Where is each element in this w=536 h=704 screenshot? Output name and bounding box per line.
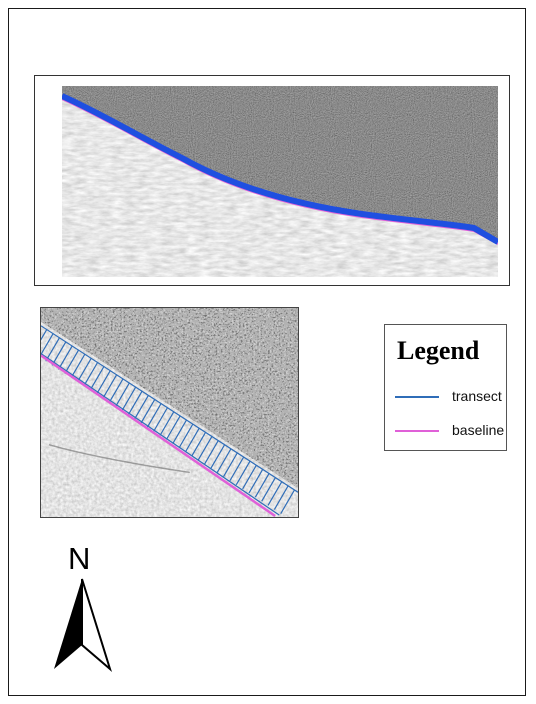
transect-line: [197, 435, 213, 461]
transect-line: [242, 464, 258, 490]
transect-line: [229, 456, 245, 482]
legend-item-transect: transect: [395, 387, 505, 407]
transect-line: [134, 394, 150, 420]
legend-label-transect: transect: [452, 388, 502, 404]
transect-line: [121, 386, 137, 411]
baseline-swatch: [395, 430, 439, 432]
transect-line: [96, 370, 111, 395]
transect-band-upper-edge: [41, 325, 298, 493]
transect-lines: [41, 328, 296, 514]
transect-line: [184, 427, 200, 453]
transect-line: [140, 398, 156, 424]
transect-line: [178, 423, 194, 449]
north-label: N: [68, 541, 91, 576]
transect-line: [51, 341, 67, 366]
transect-line: [280, 489, 296, 514]
transect-line: [127, 390, 143, 416]
transect-line: [102, 374, 118, 399]
transect-line: [204, 439, 219, 465]
overview-shoreline-transects: [62, 93, 498, 245]
transect-line: [115, 382, 131, 407]
transect-band-lower-edge: [41, 353, 280, 516]
detail-map: [40, 307, 299, 518]
transect-line: [216, 448, 232, 473]
transect-line: [77, 357, 92, 383]
transect-line: [267, 481, 283, 506]
overview-map: [62, 86, 498, 277]
transect-line: [83, 361, 99, 387]
legend-title: Legend: [397, 336, 480, 365]
transect-line: [254, 472, 270, 498]
transect-line: [89, 365, 105, 391]
transect-line: [273, 485, 289, 510]
transect-line: [235, 460, 251, 486]
transect-line: [41, 333, 54, 356]
transect-line: [172, 419, 188, 444]
transect-swatch: [395, 396, 439, 398]
transect-line: [210, 444, 226, 469]
transect-line: [248, 468, 264, 494]
legend-item-baseline: baseline: [395, 421, 505, 441]
legend-label-baseline: baseline: [452, 422, 505, 438]
transect-line: [64, 349, 80, 374]
transect-line: [45, 337, 61, 362]
transect-line: [191, 431, 207, 457]
transect-line: [165, 415, 181, 440]
transect-line: [57, 345, 73, 370]
transect-line: [261, 477, 277, 502]
transect-line: [108, 378, 124, 403]
transect-line: [159, 411, 175, 436]
legend-box: Legend transect baseline: [384, 324, 507, 451]
detail-baseline: [41, 354, 276, 517]
transect-line: [41, 328, 48, 341]
transect-line: [153, 407, 169, 432]
transect-line: [146, 402, 162, 428]
transect-line: [70, 353, 86, 378]
north-arrow-icon: [54, 578, 112, 673]
transect-line: [223, 452, 238, 477]
